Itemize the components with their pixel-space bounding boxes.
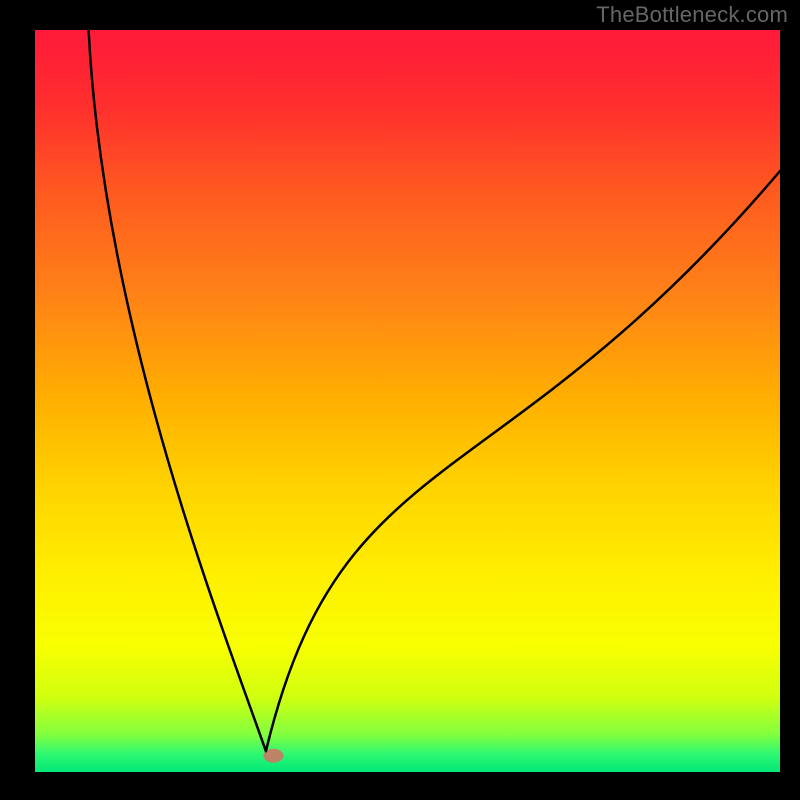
watermark-text: TheBottleneck.com [596,2,788,28]
curve-layer [35,30,780,772]
bottleneck-curve [89,30,780,751]
chart-frame: TheBottleneck.com [0,0,800,800]
plot-area [35,30,780,772]
